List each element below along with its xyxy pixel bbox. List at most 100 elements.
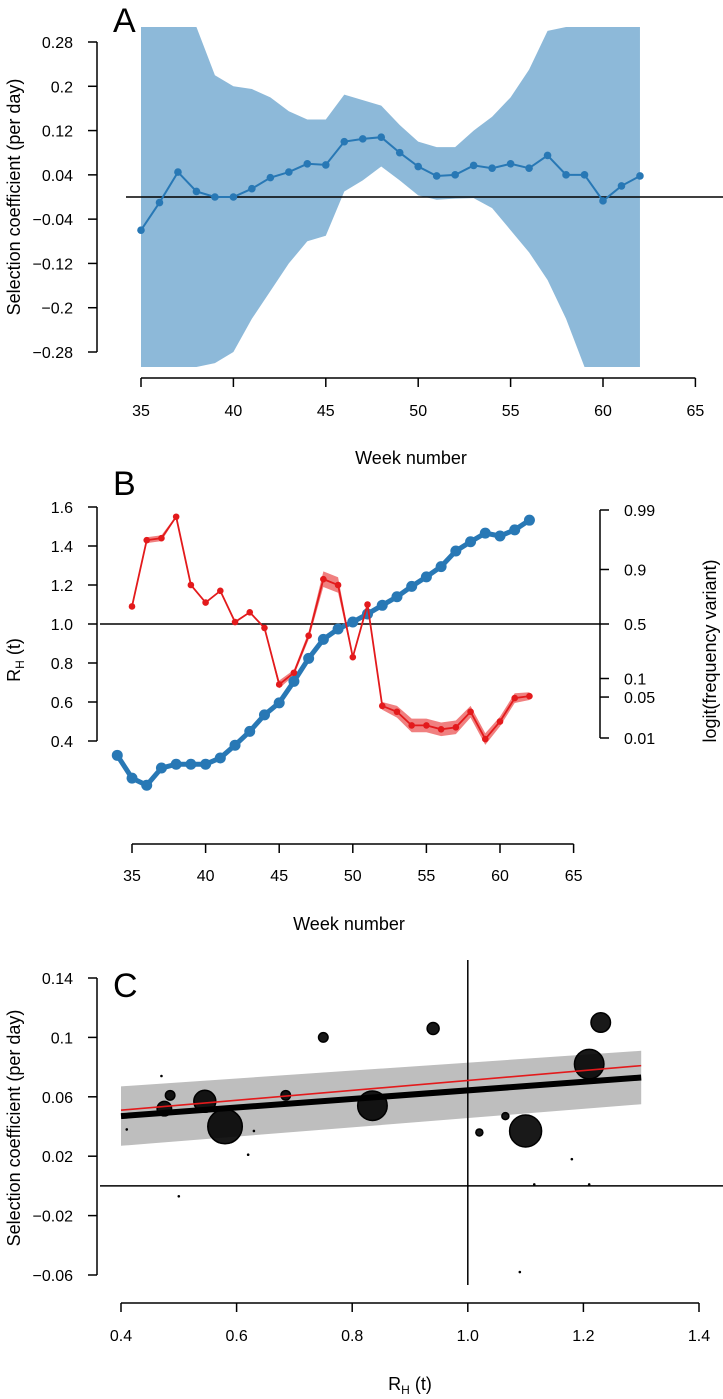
- b-logit-point: [111, 749, 123, 761]
- b-logit-line: [115, 518, 531, 789]
- a-y-tick-label: −0.04: [33, 212, 74, 229]
- a-point: [358, 135, 367, 143]
- b-y-axis-label-suffix: (t): [4, 638, 24, 660]
- c-point: [125, 1128, 129, 1131]
- c-y-tick-label: −0.06: [33, 1268, 74, 1285]
- c-x-axis-label-suffix: (t): [410, 1374, 432, 1394]
- c-y-tick-label: 0.06: [42, 1090, 73, 1107]
- c-point: [532, 1183, 536, 1186]
- b-rh-points: [128, 513, 533, 743]
- a-confidence-band: [141, 27, 640, 367]
- c-point: [160, 1074, 163, 1078]
- a-selection-line: [140, 136, 641, 231]
- b-rh-point: [467, 708, 474, 716]
- a-point: [285, 168, 293, 176]
- c-point: [252, 1129, 256, 1133]
- c-y-axis-label: Selection coefficient (per day): [4, 1010, 24, 1247]
- c-y-tick-label: 0.14: [42, 971, 73, 988]
- b-rh-point: [305, 632, 312, 639]
- b-logit-point: [214, 752, 226, 764]
- c-y-tick-label: −0.02: [33, 1209, 74, 1226]
- c-point: [573, 1048, 605, 1080]
- a-y-tick-label: −0.12: [33, 256, 74, 273]
- b-y2-tick-label: 0.99: [624, 503, 655, 520]
- a-point: [506, 159, 515, 168]
- b-y-tick-label: 0.8: [51, 656, 73, 673]
- a-point: [562, 171, 570, 179]
- a-point: [340, 137, 349, 146]
- c-x-tick-label: 0.4: [110, 1328, 132, 1345]
- b-y2-tick-label: 0.1: [624, 672, 646, 689]
- a-point: [599, 197, 607, 205]
- a-point: [488, 164, 496, 173]
- b-logit-point: [185, 758, 197, 770]
- b-rh-point: [261, 624, 268, 632]
- a-point: [248, 184, 256, 193]
- b-y-axis-label-main: R: [4, 669, 24, 682]
- b-rh-point: [143, 536, 151, 544]
- a-x-axis: 35 40 45 50 55 60 65: [132, 377, 705, 420]
- b-x-tick-label: 45: [270, 868, 288, 885]
- b-rh-point: [393, 708, 401, 716]
- c-point: [587, 1183, 591, 1186]
- a-x-tick-label: 50: [409, 403, 427, 420]
- a-point: [137, 226, 145, 235]
- c-x-tick-label: 1.4: [688, 1328, 710, 1345]
- a-point: [266, 173, 275, 182]
- b-rh-point: [187, 581, 195, 589]
- c-x-tick-label: 0.8: [341, 1328, 363, 1345]
- b-x-axis: 35 40 45 50 55 60 65: [123, 843, 583, 885]
- b-rh-point: [496, 718, 504, 725]
- b-logit-point: [273, 697, 285, 709]
- c-points: [125, 1012, 612, 1274]
- a-point: [617, 182, 626, 190]
- b-x-tick-label: 55: [418, 868, 436, 885]
- b-y-tick-label: 1.2: [51, 578, 73, 595]
- b-y-axis-label-sub: H: [13, 660, 27, 669]
- b-rh-point: [378, 702, 386, 710]
- a-point: [469, 161, 478, 170]
- c-y-tick-label: 0.1: [51, 1030, 73, 1047]
- c-x-tick-label: 1.0: [457, 1328, 479, 1345]
- a-x-tick-label: 65: [687, 403, 705, 420]
- b-rh-point: [423, 722, 430, 729]
- c-point: [590, 1012, 612, 1034]
- b-y-tick-label: 1.6: [51, 500, 73, 517]
- c-point: [177, 1194, 181, 1198]
- b-rh-point: [408, 722, 415, 729]
- b-y2-tick-label: 0.05: [624, 690, 655, 707]
- b-logit-point: [303, 652, 315, 664]
- a-x-tick-label: 60: [594, 403, 612, 420]
- b-rh-point: [437, 726, 445, 733]
- a-x-axis-label: Week number: [355, 448, 467, 468]
- a-x-tick-label: 35: [132, 403, 150, 420]
- b-logit-point: [126, 772, 138, 784]
- a-point: [211, 193, 219, 201]
- b-rh-point: [349, 653, 357, 661]
- b-y-tick-label: 1.0: [51, 617, 73, 634]
- b-rh-point: [334, 581, 342, 589]
- b-x-tick-label: 50: [344, 868, 362, 885]
- b-y-tick-label: 1.4: [51, 539, 73, 556]
- a-points: [137, 133, 644, 235]
- b-y-tick-label: 0.4: [51, 734, 73, 751]
- c-y-tick-label: 0.02: [42, 1149, 73, 1166]
- a-y-tick-label: −0.28: [33, 345, 74, 362]
- b-logit-point: [170, 758, 182, 770]
- b-rh-point: [452, 724, 460, 731]
- a-point: [174, 168, 182, 176]
- c-panel-letter: C: [113, 967, 138, 1005]
- c-x-tick-label: 0.6: [225, 1328, 247, 1345]
- c-point: [518, 1270, 522, 1274]
- b-rh-point: [526, 692, 533, 700]
- b-rh-point: [290, 669, 298, 677]
- b-logit-point: [406, 580, 418, 592]
- a-point: [322, 161, 330, 169]
- b-logit-point: [141, 779, 153, 791]
- b-x-tick-label: 60: [491, 868, 509, 885]
- a-point: [451, 171, 459, 179]
- b-logit-point: [229, 739, 241, 751]
- b-logit-point: [523, 514, 535, 526]
- c-point: [426, 1021, 440, 1036]
